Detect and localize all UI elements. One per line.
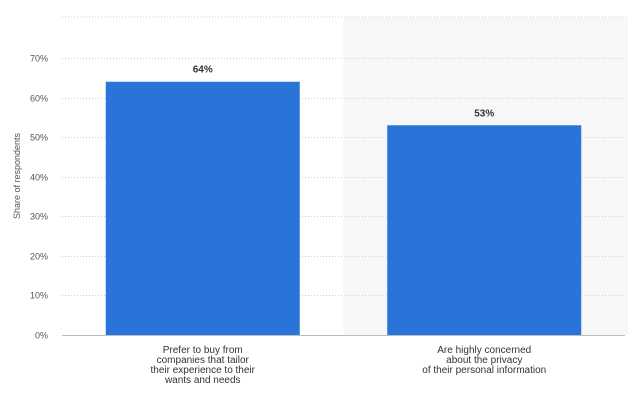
y-tick-label: 10% — [30, 291, 48, 301]
x-category-label-line: Are highly concerned — [437, 345, 531, 356]
data-label: 53% — [474, 108, 494, 119]
x-category-label: Prefer to buy from companies that tailor t… — [150, 345, 255, 386]
x-axis-categories: Prefer to buy from companies that tailor t… — [150, 345, 546, 386]
y-axis-title: Share of respondents — [12, 132, 22, 219]
y-axis-ticks: 0% 10% 20% 30% 40% 50% 60% 70% — [30, 54, 48, 341]
data-label: 64% — [193, 65, 213, 76]
y-tick-label: 0% — [35, 331, 48, 341]
y-tick-label: 60% — [30, 94, 48, 104]
x-category-label-line: of their personal information — [422, 365, 546, 376]
bar — [105, 81, 300, 335]
x-category-label-line: companies that tailor — [157, 355, 250, 366]
bar — [387, 125, 582, 336]
y-tick-label: 20% — [30, 252, 48, 262]
y-tick-label: 40% — [30, 173, 48, 183]
x-category-label-line: about the privacy — [446, 355, 522, 366]
bars — [105, 81, 582, 336]
y-tick-label: 50% — [30, 133, 48, 143]
x-category-label: Are highly concerned about the privacy of … — [422, 345, 546, 376]
data-labels: 64% 53% — [193, 65, 495, 120]
y-tick-label: 70% — [30, 54, 48, 64]
x-category-label-line: Prefer to buy from — [163, 345, 243, 356]
x-category-label-line: their experience to their — [150, 365, 255, 376]
y-tick-label: 30% — [30, 212, 48, 222]
x-category-label-line: wants and needs — [164, 375, 241, 386]
